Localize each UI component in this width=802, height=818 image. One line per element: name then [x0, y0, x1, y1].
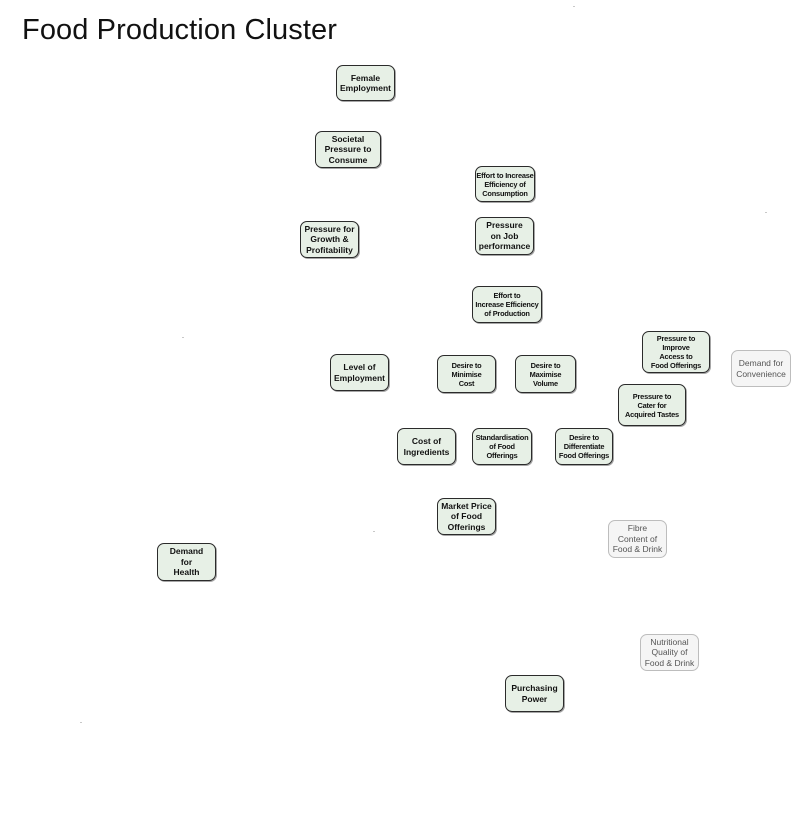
speck	[573, 6, 575, 7]
node-cost-ingredients[interactable]: Cost of Ingredients	[397, 428, 456, 465]
speck	[373, 531, 375, 532]
node-pressure-job[interactable]: Pressure on Job performance	[475, 217, 534, 255]
node-female-employment[interactable]: Female Employment	[336, 65, 395, 101]
node-pressure-access[interactable]: Pressure to Improve Access to Food Offer…	[642, 331, 710, 373]
node-fibre-content[interactable]: Fibre Content of Food & Drink	[608, 520, 667, 558]
node-effort-efficiency-consumption[interactable]: Effort to Increase Efficiency of Consump…	[475, 166, 535, 202]
node-desire-differentiate[interactable]: Desire to Differentiate Food Offerings	[555, 428, 613, 465]
node-demand-convenience[interactable]: Demand for Convenience	[731, 350, 791, 387]
node-desire-maximise[interactable]: Desire to Maximise Volume	[515, 355, 576, 393]
node-effort-efficiency-production[interactable]: Effort to Increase Efficiency of Product…	[472, 286, 542, 323]
node-level-employment[interactable]: Level of Employment	[330, 354, 389, 391]
node-pressure-growth[interactable]: Pressure for Growth & Profitability	[300, 221, 359, 258]
node-societal-pressure[interactable]: Societal Pressure to Consume	[315, 131, 381, 168]
node-pressure-tastes[interactable]: Pressure to Cater for Acquired Tastes	[618, 384, 686, 426]
page-title: Food Production Cluster	[22, 14, 338, 46]
speck	[765, 212, 767, 213]
node-nutritional-quality[interactable]: Nutritional Quality of Food & Drink	[640, 634, 699, 671]
node-demand-health[interactable]: Demand for Health	[157, 543, 216, 581]
node-desire-minimise[interactable]: Desire to Minimise Cost	[437, 355, 496, 393]
node-market-price[interactable]: Market Price of Food Offerings	[437, 498, 496, 535]
speck	[80, 722, 82, 723]
node-purchasing-power[interactable]: Purchasing Power	[505, 675, 564, 712]
speck	[182, 337, 184, 338]
node-standardisation[interactable]: Standardisation of Food Offerings	[472, 428, 532, 465]
